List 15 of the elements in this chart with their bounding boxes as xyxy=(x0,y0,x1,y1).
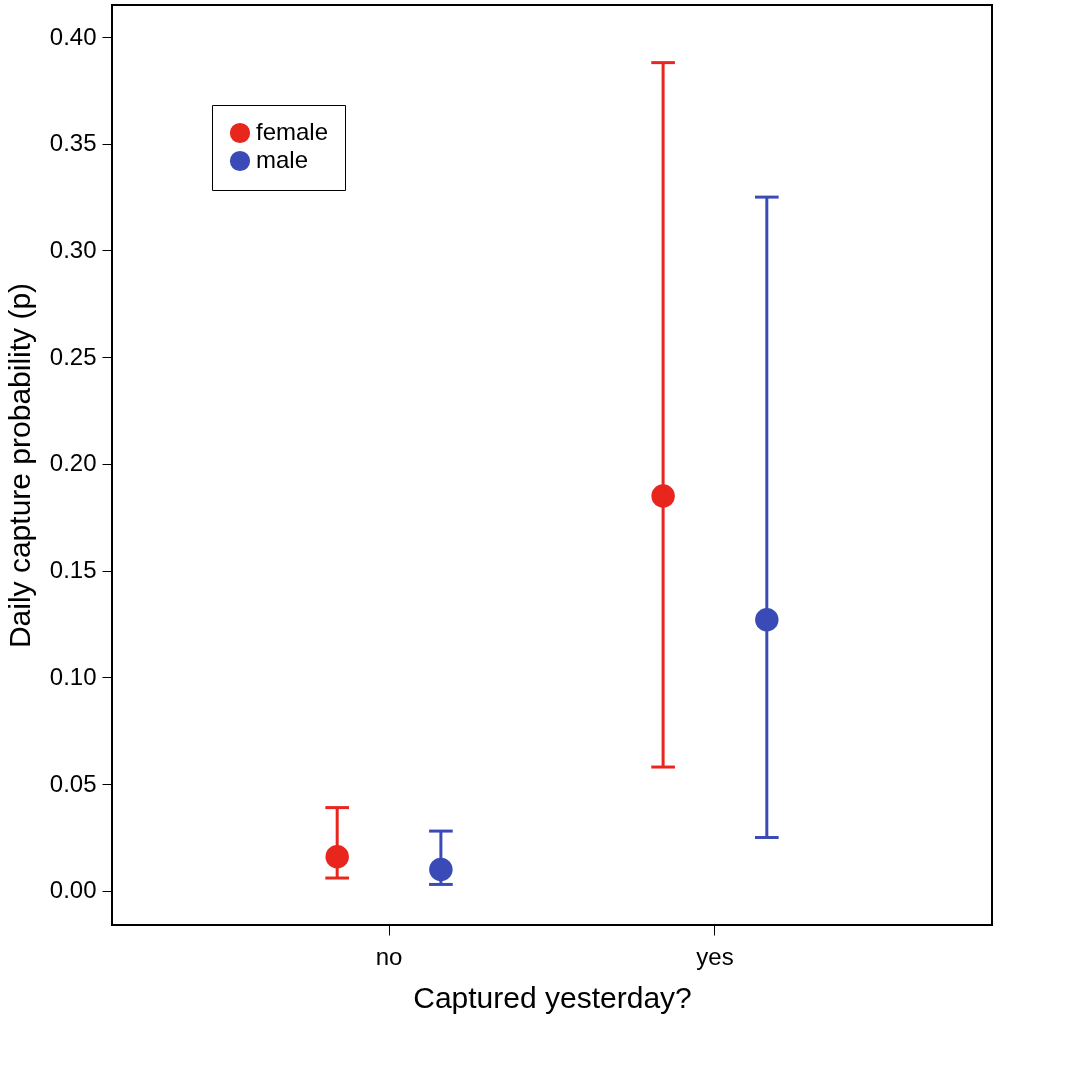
y-tick-label: 0.05 xyxy=(49,769,97,797)
y-tick-label: 0.15 xyxy=(49,556,97,584)
y-tick-label: 0.00 xyxy=(49,876,97,904)
legend-label: male xyxy=(256,146,309,173)
y-tick-label: 0.35 xyxy=(49,129,97,157)
x-tick-label: no xyxy=(375,942,403,970)
x-axis-title: Captured yesterday? xyxy=(413,980,692,1014)
y-tick-label: 0.40 xyxy=(49,22,97,50)
x-tick-label: yes xyxy=(696,942,734,970)
y-tick-label: 0.20 xyxy=(49,449,97,477)
y-axis-title: Daily capture probability (p) xyxy=(2,282,36,649)
y-tick-label: 0.30 xyxy=(49,235,97,263)
legend-label: female xyxy=(256,118,329,145)
y-tick-label: 0.25 xyxy=(49,342,97,370)
y-tick-label: 0.10 xyxy=(49,662,97,690)
